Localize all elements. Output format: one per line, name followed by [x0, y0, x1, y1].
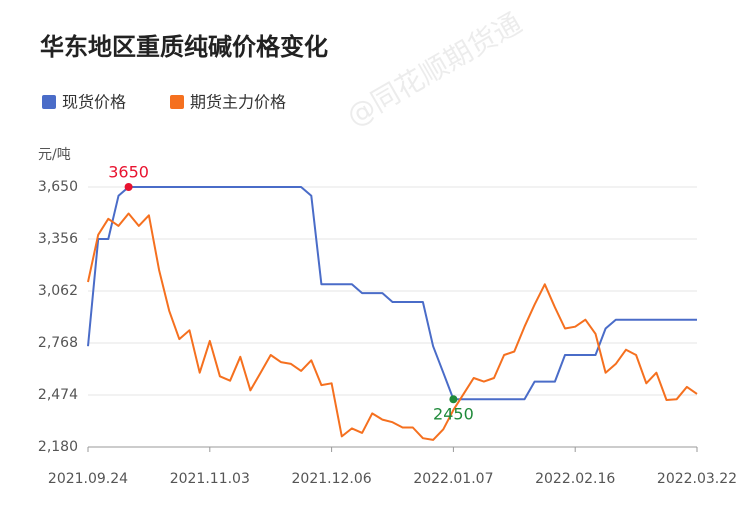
y-tick-label: 3,356	[38, 231, 78, 247]
x-tick-label: 2021.11.03	[170, 471, 250, 487]
watermark: @同花顺期货通	[341, 6, 527, 133]
chart-title: 华东地区重质纯碱价格变化	[40, 33, 328, 61]
legend-label: 现货价格	[62, 93, 126, 112]
y-tick-label: 2,768	[38, 335, 78, 351]
extremum-dot	[124, 183, 133, 191]
line-series	[87, 212, 698, 441]
extremum-label: 2450	[433, 405, 474, 424]
y-tick-label: 2,180	[38, 439, 78, 455]
x-tick-label: 2021.12.06	[292, 471, 372, 487]
y-unit: 元/吨	[38, 147, 71, 163]
legend-swatch	[170, 95, 184, 109]
extremum-label: 3650	[108, 163, 149, 182]
x-tick-label: 2022.03.22	[657, 471, 737, 487]
y-tick-label: 3,062	[38, 283, 78, 299]
legend-label: 期货主力价格	[190, 93, 286, 112]
line-series	[87, 186, 697, 401]
x-tick-label: 2022.02.16	[535, 471, 615, 487]
extremum-dot	[449, 395, 458, 404]
x-tick-label: 2021.09.24	[48, 471, 128, 487]
legend-swatch	[42, 95, 56, 109]
y-tick-label: 3,650	[38, 179, 78, 195]
x-tick-label: 2022.01.07	[413, 471, 493, 487]
y-tick-label: 2,474	[38, 387, 78, 403]
